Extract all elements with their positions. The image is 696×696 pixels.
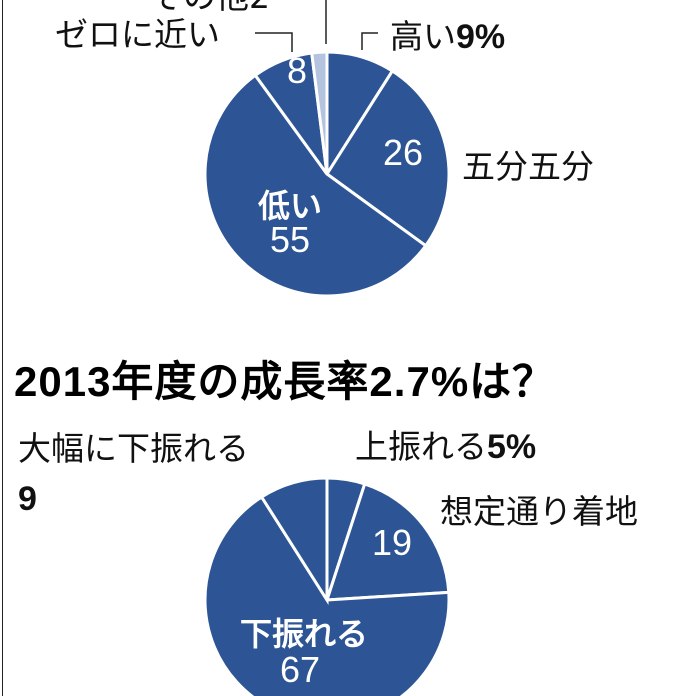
- label-high: 高い9%: [390, 17, 506, 56]
- label-even: 五分五分: [462, 147, 594, 186]
- chart-title: 2013年度の成長率2.7%は？: [14, 358, 556, 405]
- leader-line: [361, 32, 378, 50]
- label-near-zero: ゼロに近い: [55, 15, 220, 54]
- pie-slice: [259, 476, 329, 606]
- slice-value-label: 55: [270, 219, 310, 260]
- pie-slice: [310, 50, 329, 175]
- pie-slice: [324, 482, 451, 602]
- pie-slice: [324, 68, 451, 248]
- value-big-down: 9: [18, 480, 37, 518]
- slice-value-label: 8: [287, 50, 307, 91]
- label-down: 下振れる: [240, 615, 369, 653]
- label-up: 上振れる5%: [355, 427, 537, 466]
- frame-border: [2, 0, 3, 696]
- pie-slice: [203, 494, 451, 696]
- label-other: その他2: [150, 0, 270, 13]
- label-low: 低い: [258, 187, 323, 225]
- slice-value-label: 67: [280, 649, 320, 690]
- label-as-expected: 想定通り着地: [440, 492, 638, 531]
- label-big-down: 大幅に下振れる: [18, 429, 249, 468]
- pie-slice: [203, 73, 428, 298]
- slice-value-label: 26: [383, 132, 423, 173]
- slice-value-label: 19: [372, 522, 412, 563]
- leader-line: [255, 32, 293, 52]
